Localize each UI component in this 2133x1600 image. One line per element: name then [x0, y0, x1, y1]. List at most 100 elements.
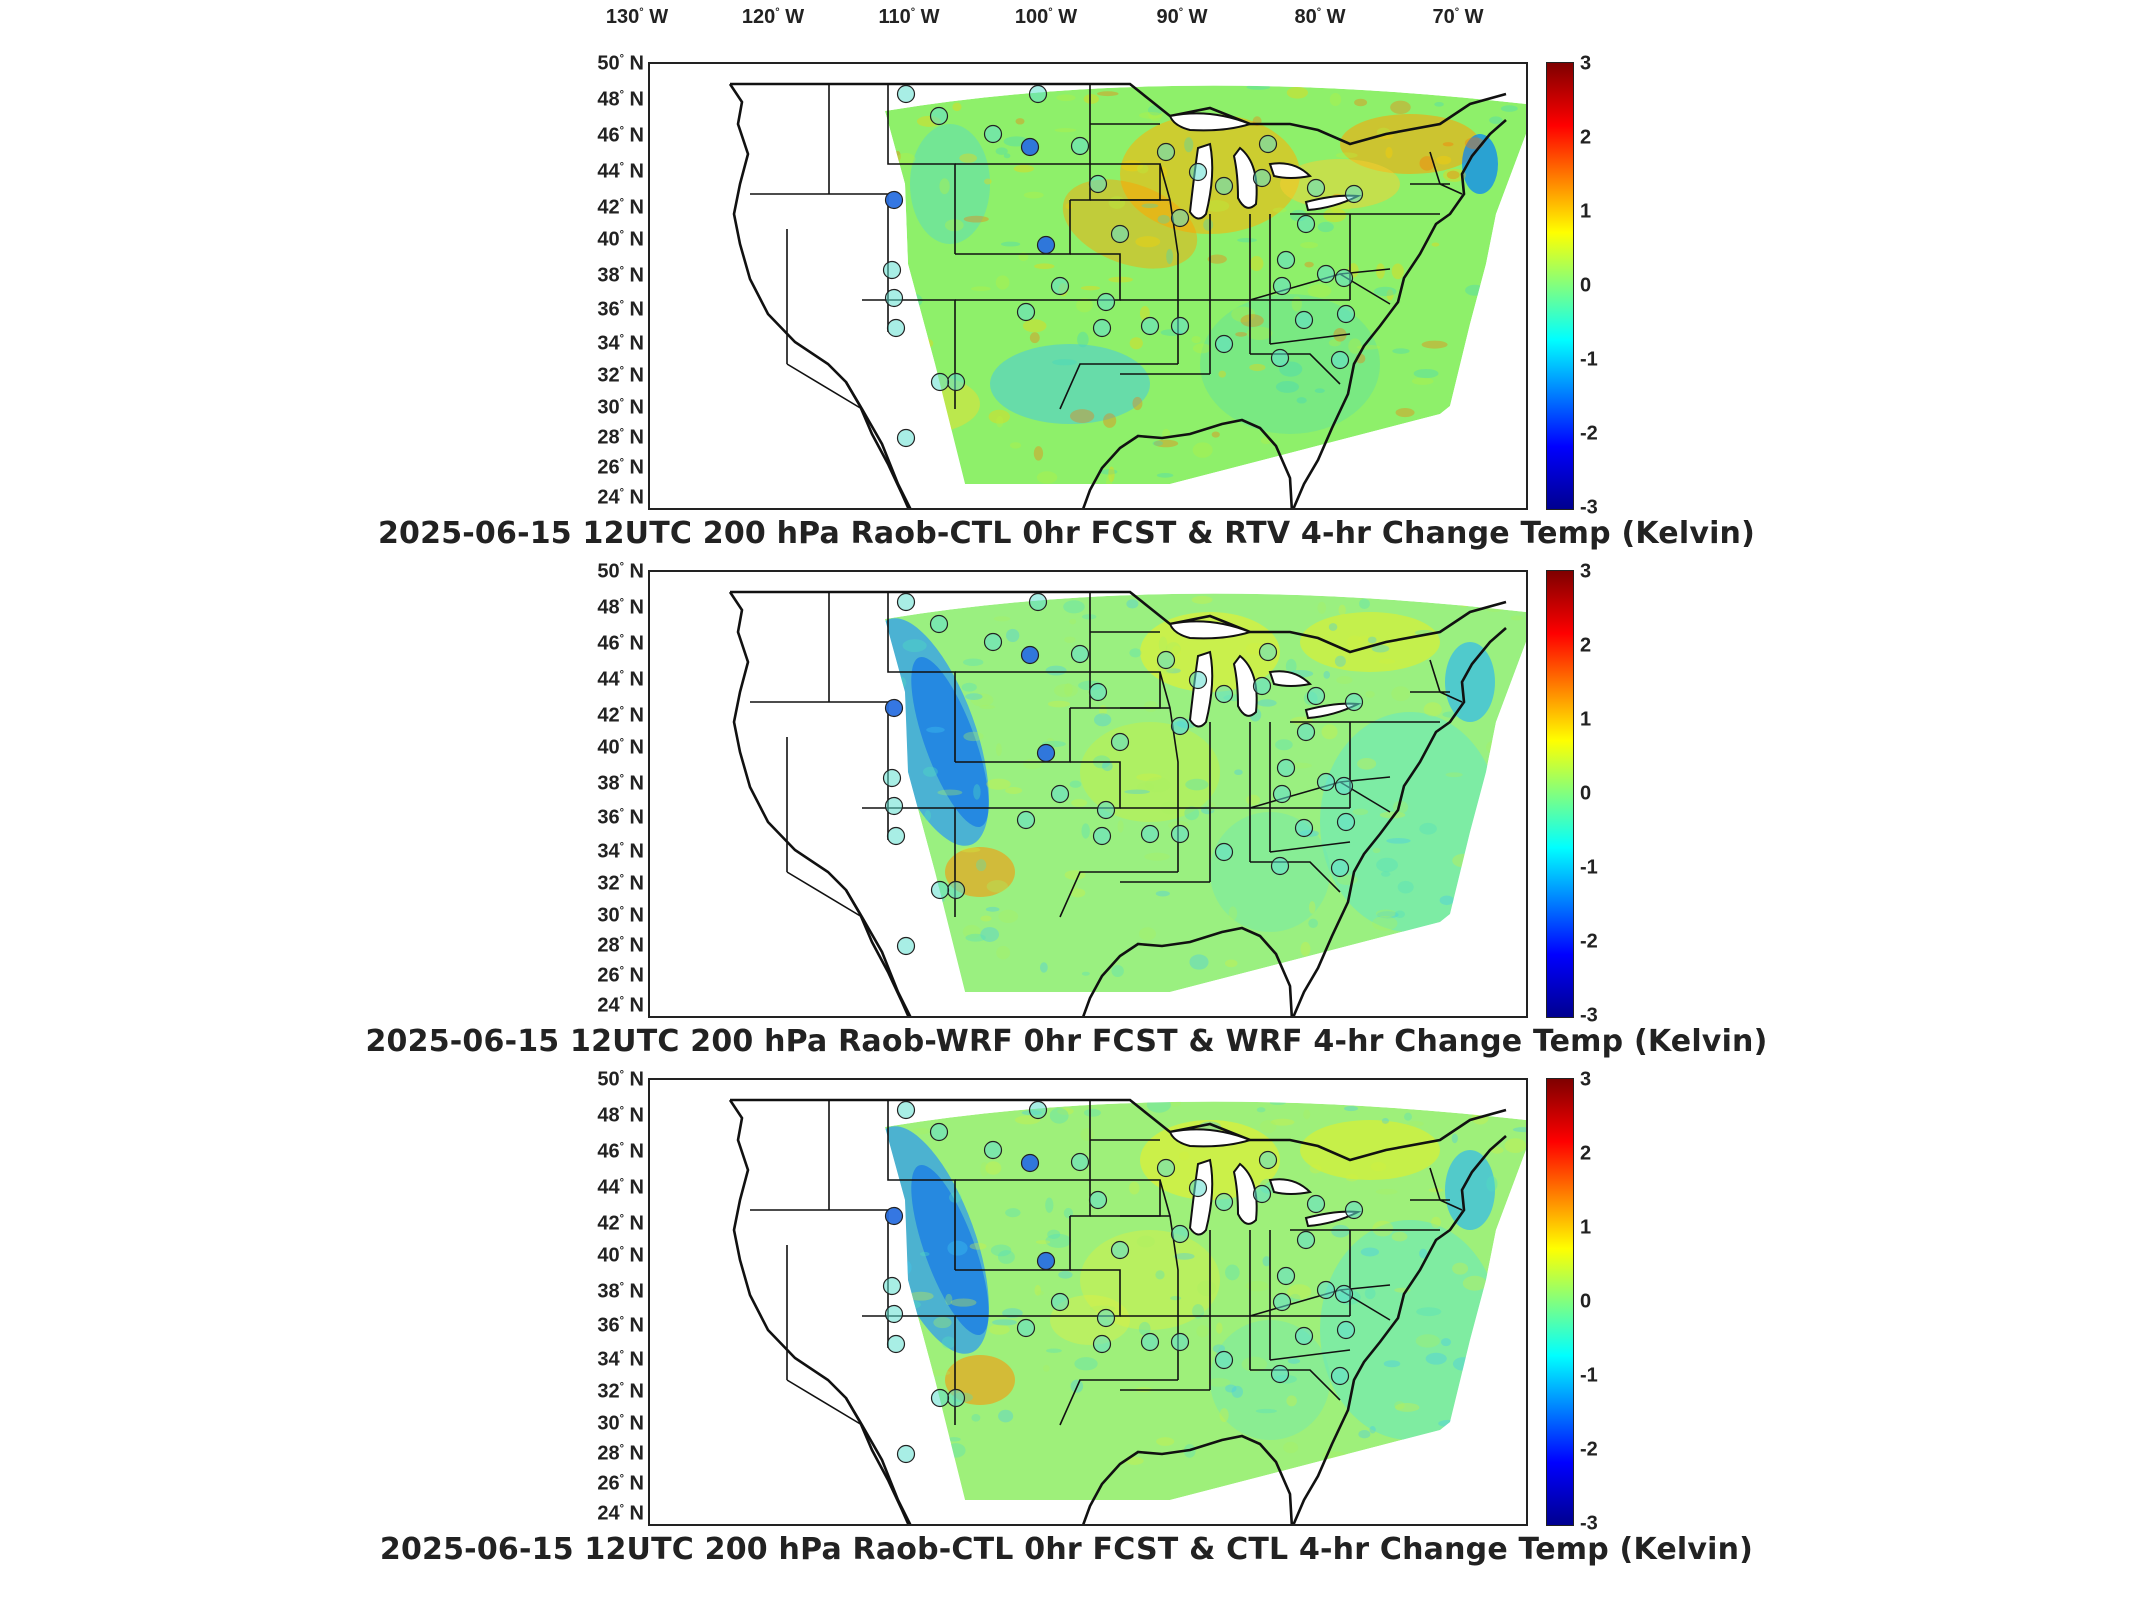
field-anomaly-blob [1376, 857, 1398, 873]
raob-station-marker [1306, 1194, 1326, 1214]
field-anomaly-blob [1328, 623, 1338, 631]
raob-stations [882, 1100, 1364, 1464]
raob-station-marker [1296, 1230, 1316, 1250]
field-anomaly-blob [1354, 98, 1368, 107]
state-boundary [1250, 1349, 1351, 1401]
field-anomaly-blob [1047, 700, 1071, 708]
field-anomaly-blob [1411, 377, 1434, 385]
raob-stations [882, 592, 1364, 956]
raob-station-marker [896, 1444, 916, 1464]
raob-station-marker [886, 1334, 906, 1354]
field-anomaly-blob [1323, 671, 1331, 679]
field-anomaly-blob [996, 415, 1004, 428]
field-anomaly-blob [1518, 1450, 1526, 1460]
raob-station-marker [1188, 162, 1208, 182]
field-anomaly-blob [1111, 965, 1124, 978]
field-anomaly-blob [1394, 910, 1405, 919]
field-anomaly-blob [1513, 596, 1526, 603]
field-anomaly-blob [1235, 331, 1248, 337]
field-anomaly-blob [1291, 296, 1302, 312]
field-anomaly-blob [986, 778, 1011, 790]
raob-station-marker [1170, 1332, 1190, 1352]
raob-station-marker [1020, 1153, 1040, 1173]
field-anomaly-blob [945, 1293, 953, 1306]
latitude-label: 28° N [597, 1442, 644, 1465]
field-anomaly-blob [1341, 1453, 1360, 1458]
raob-station-marker [1294, 818, 1314, 838]
field-anomaly-blob [1287, 1284, 1312, 1300]
raob-station-marker [1296, 722, 1316, 742]
raob-station-marker [1252, 1184, 1272, 1204]
field-anomaly-blob [1438, 1101, 1451, 1112]
raob-station-marker [1110, 732, 1130, 752]
field-anomaly-blob [1380, 871, 1391, 877]
field-anomaly-blob [899, 1260, 912, 1275]
field-anomaly-blob [1471, 837, 1483, 847]
latitude-label: 30° N [597, 904, 644, 927]
field-anomaly-blob [933, 1316, 952, 1329]
field-anomaly-blob [1040, 962, 1048, 973]
raob-station-marker [1306, 686, 1326, 706]
field-anomaly-blob [1246, 794, 1261, 806]
field-anomaly-blob [1136, 164, 1149, 174]
field-anomaly-blob [1408, 481, 1428, 485]
field-anomaly-blob [1352, 808, 1369, 816]
field-anomaly-blob [912, 1127, 931, 1135]
latitude-label: 24° N [597, 994, 644, 1017]
field-anomaly-blob [990, 344, 1150, 424]
field-anomaly-blob [1210, 1320, 1330, 1440]
field-anomaly-blob [1496, 410, 1515, 422]
field-anomaly-blob [1045, 1233, 1072, 1248]
field-anomaly-blob [965, 933, 986, 942]
field-anomaly-blob [1407, 954, 1428, 967]
coastline [1292, 119, 1507, 508]
raob-station-marker [884, 796, 904, 816]
raob-station-marker [1140, 1332, 1160, 1352]
field-anomaly-blob [1191, 336, 1201, 344]
field-anomaly-blob [902, 639, 927, 653]
field-anomaly-blob [1296, 397, 1307, 404]
field-anomaly-blob [920, 1092, 936, 1100]
field-anomaly-blob [1117, 820, 1124, 833]
field-anomaly-blob [1234, 769, 1243, 776]
field-anomaly-blob [1340, 114, 1480, 174]
field-anomaly-blob [1139, 305, 1150, 321]
raob-station-marker [930, 372, 950, 392]
raob-station-marker [1336, 304, 1356, 324]
field-anomaly-blob [896, 153, 916, 166]
coastline [1292, 1135, 1507, 1524]
state-boundary [1250, 841, 1351, 893]
raob-station-marker [1170, 824, 1190, 844]
field-anomaly-blob [1065, 203, 1073, 210]
raob-station-marker [1252, 168, 1272, 188]
field-anomaly-blob [1371, 951, 1393, 966]
raob-station-marker [1258, 134, 1278, 154]
field-anomaly-blob [1336, 676, 1353, 685]
raob-station-marker [1214, 684, 1234, 704]
field-anomaly-blob [1192, 442, 1213, 458]
field-anomaly-blob [1108, 196, 1126, 209]
latitude-label: 32° N [597, 364, 644, 387]
field-anomaly-blob [1480, 380, 1503, 391]
raob-station-marker [1170, 1224, 1190, 1244]
field-anomaly-blob [1275, 739, 1293, 751]
field-anomaly-blob [1023, 191, 1044, 199]
raob-station-marker [946, 880, 966, 900]
field-anomaly-blob [1492, 326, 1505, 336]
colorbar-tick-label: -3 [1580, 1512, 1598, 1535]
colorbar-tick-label: 2 [1580, 1142, 1592, 1165]
field-anomaly-blob [1307, 284, 1332, 298]
field-anomaly-blob [1240, 314, 1264, 327]
field-anomaly-blob [1371, 916, 1398, 931]
map-plot-area [648, 62, 1528, 510]
raob-station-marker [1272, 276, 1292, 296]
field-anomaly-blob [1490, 374, 1507, 390]
field-anomaly-blob [1144, 852, 1170, 861]
latitude-axis-labels: 50° N 48° N 46° N 44° N 42° N 40° N 38° N 36° N… [560, 53, 644, 512]
latitude-label: 44° N [597, 160, 644, 183]
field-anomaly-blob [1189, 954, 1209, 970]
field-anomaly-blob [1413, 368, 1439, 379]
field-anomaly-blob [1391, 1231, 1408, 1242]
state-boundary [1410, 1167, 1463, 1231]
field-anomaly-blob [947, 1240, 968, 1256]
